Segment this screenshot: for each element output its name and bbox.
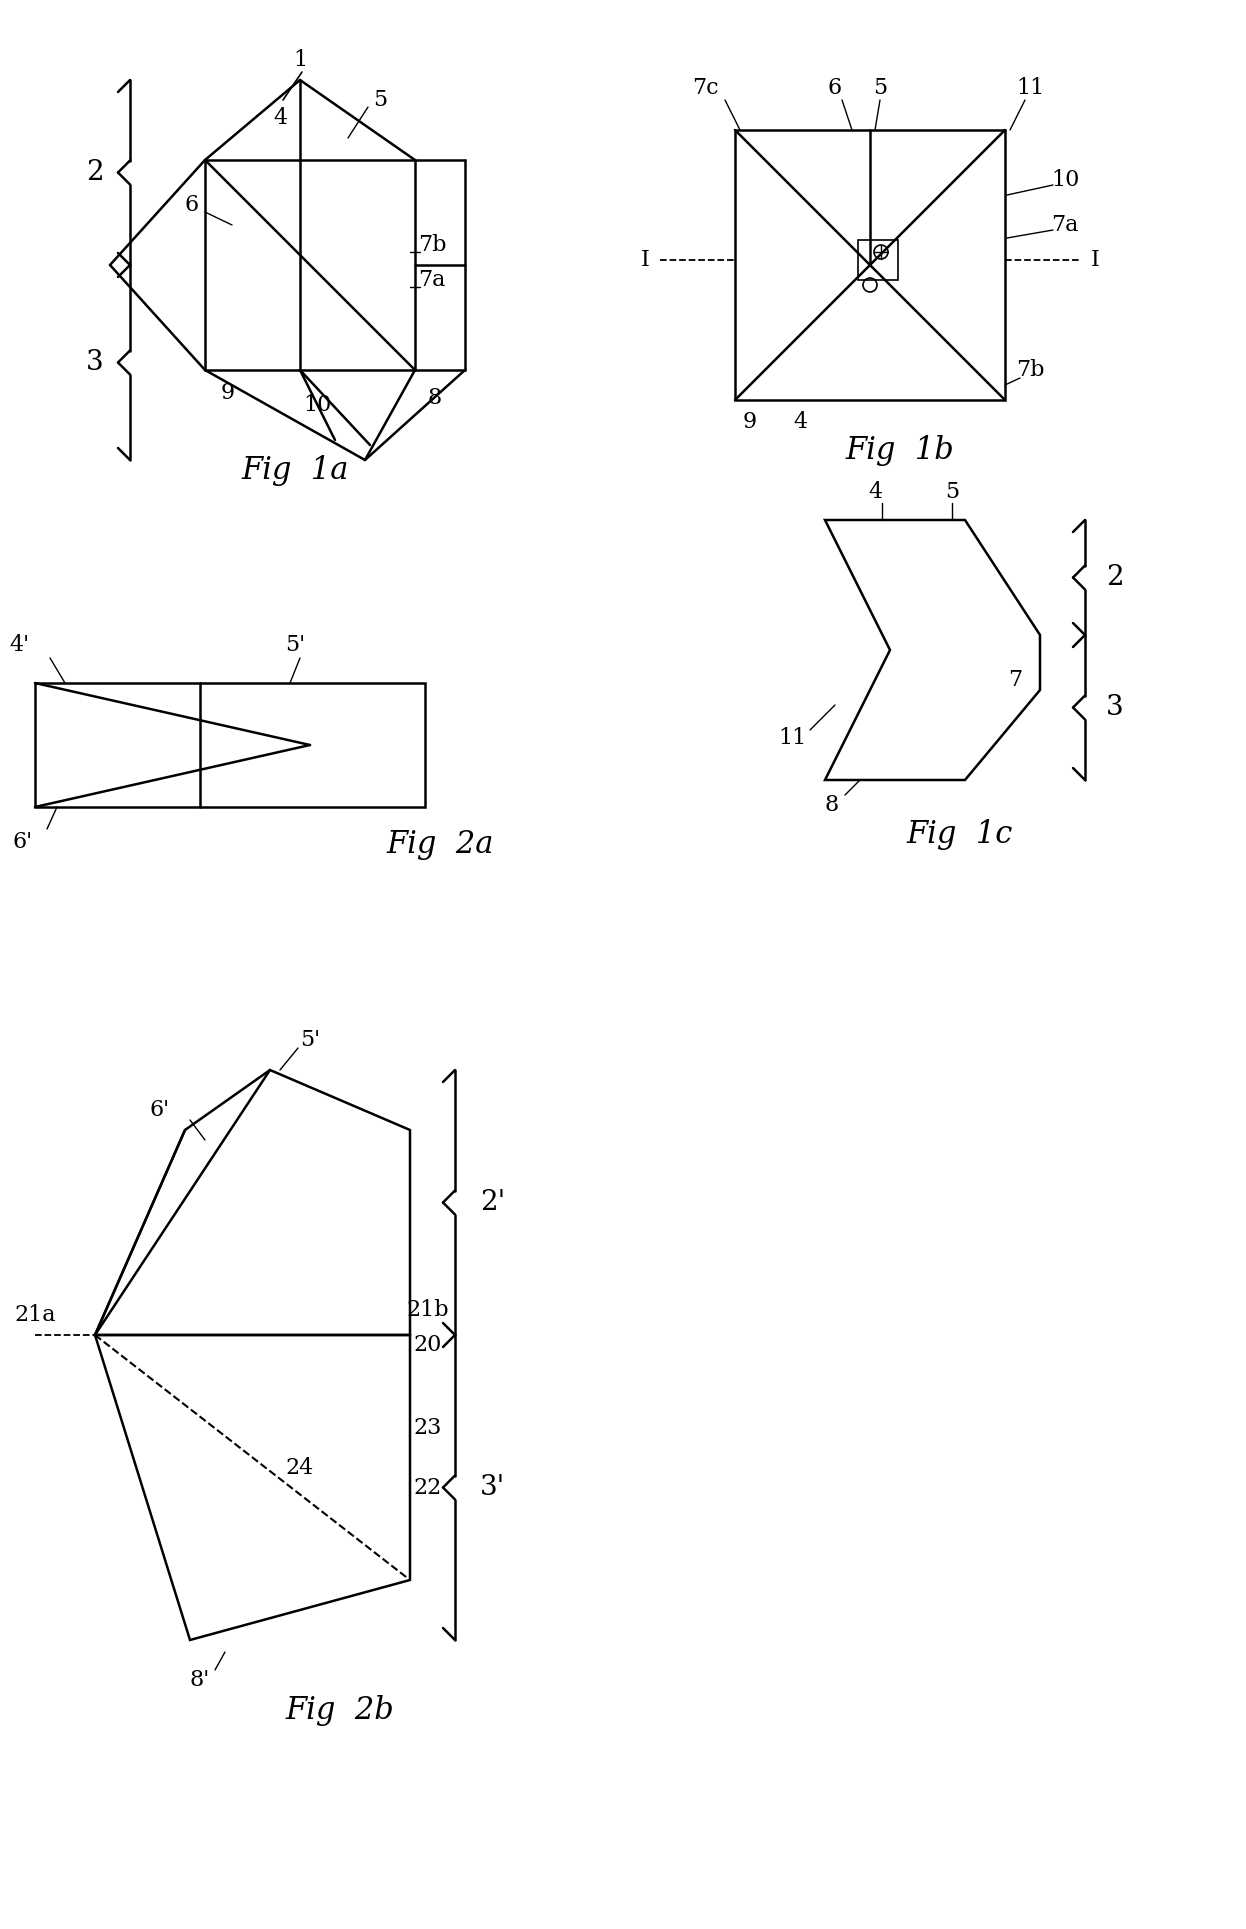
Text: 7c: 7c [692,77,718,98]
Text: 22: 22 [414,1476,442,1499]
Text: 6: 6 [184,195,199,216]
Text: 20: 20 [414,1335,442,1356]
Text: 4: 4 [273,106,287,129]
Text: 23: 23 [414,1416,442,1439]
Text: 1: 1 [293,48,307,71]
Text: 8: 8 [825,795,839,816]
Text: 5': 5' [300,1028,320,1051]
Text: 10: 10 [1050,170,1079,191]
Text: 4: 4 [868,480,882,503]
Text: 2': 2' [481,1188,506,1215]
Text: 7: 7 [1008,669,1022,691]
Text: 7a: 7a [1052,214,1079,235]
Text: 11: 11 [778,727,806,748]
Text: 7b: 7b [417,233,446,257]
Text: 21b: 21b [406,1298,450,1321]
Text: 6': 6' [12,831,34,853]
Text: 5: 5 [944,480,959,503]
Text: 5': 5' [285,635,305,656]
Text: Fig  2a: Fig 2a [386,829,493,860]
Text: Fig  1b: Fig 1b [846,434,954,465]
Text: 3: 3 [1106,694,1124,721]
Text: 3: 3 [86,349,103,376]
Text: 24: 24 [285,1456,314,1478]
Text: 8: 8 [427,388,442,409]
Text: 6: 6 [827,77,842,98]
Text: 3': 3' [481,1474,506,1501]
Text: 8': 8' [189,1669,211,1692]
Text: 10: 10 [304,394,333,417]
Text: 5: 5 [873,77,887,98]
Text: 9: 9 [221,382,235,403]
Text: 9: 9 [743,411,758,432]
Text: 2: 2 [1106,563,1124,590]
Text: I: I [640,249,649,270]
Text: 4': 4' [10,635,30,656]
Text: 11: 11 [1015,77,1044,98]
Text: 5: 5 [373,89,388,112]
Text: 6': 6' [150,1100,171,1121]
Text: Fig  1a: Fig 1a [242,455,349,486]
Text: Fig  2b: Fig 2b [285,1694,395,1726]
Text: 2: 2 [86,158,103,185]
Text: 4: 4 [792,411,807,432]
Text: 7a: 7a [419,268,446,291]
Text: Fig  1c: Fig 1c [907,820,1013,851]
Text: 7b: 7b [1015,359,1044,382]
Text: I: I [1090,249,1099,270]
Text: 21a: 21a [14,1304,56,1325]
